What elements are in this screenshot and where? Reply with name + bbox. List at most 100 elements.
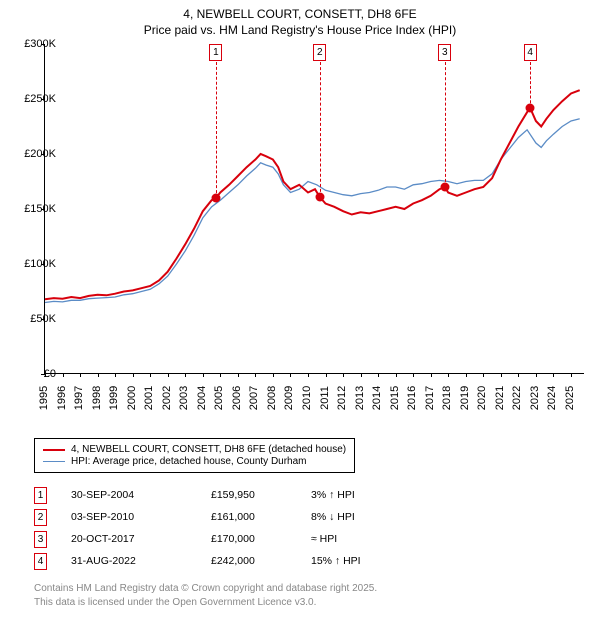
legend-box: 4, NEWBELL COURT, CONSETT, DH8 6FE (deta… (34, 438, 355, 473)
x-tick-label: 2007 (248, 383, 260, 413)
legend-swatch-property (43, 449, 65, 451)
legend-swatch-hpi (43, 461, 65, 462)
x-tick (255, 373, 256, 377)
x-tick (290, 373, 291, 377)
transaction-row-marker: 1 (34, 487, 47, 504)
x-tick-label: 1998 (91, 383, 103, 413)
transaction-row-price: £170,000 (211, 533, 311, 545)
x-tick-label: 1995 (38, 383, 50, 413)
transactions-table: 1 30-SEP-2004£159,9503% ↑ HPI 2 03-SEP-2010… (34, 484, 431, 572)
x-tick-label: 1996 (56, 383, 68, 413)
x-tick-label: 2009 (283, 383, 295, 413)
y-tick-label: £150K (24, 203, 56, 215)
x-tick-label: 2004 (196, 383, 208, 413)
x-tick-label: 2024 (546, 383, 558, 413)
transaction-row-date: 31-AUG-2022 (71, 555, 211, 567)
x-tick (361, 373, 362, 377)
legend-label-property: 4, NEWBELL COURT, CONSETT, DH8 6FE (deta… (71, 444, 346, 455)
x-tick-label: 2008 (266, 383, 278, 413)
transaction-row: 1 30-SEP-2004£159,9503% ↑ HPI (34, 484, 431, 506)
x-tick (80, 373, 81, 377)
x-tick-label: 2018 (441, 383, 453, 413)
transaction-row-marker: 3 (34, 531, 47, 548)
transaction-row-price: £161,000 (211, 511, 311, 523)
x-tick (431, 373, 432, 377)
x-tick (396, 373, 397, 377)
transaction-row-marker: 2 (34, 509, 47, 526)
x-tick-label: 2019 (459, 383, 471, 413)
x-tick-label: 2001 (143, 383, 155, 413)
x-tick-label: 2016 (406, 383, 418, 413)
plot-area: 1 2 3 4 (44, 44, 584, 374)
x-tick (483, 373, 484, 377)
x-tick (343, 373, 344, 377)
transaction-row-date: 03-SEP-2010 (71, 511, 211, 523)
x-tick-label: 2015 (389, 383, 401, 413)
x-tick (168, 373, 169, 377)
x-tick-label: 2014 (371, 383, 383, 413)
x-tick (308, 373, 309, 377)
transaction-guideline (530, 62, 531, 108)
x-tick (185, 373, 186, 377)
x-tick-label: 2012 (336, 383, 348, 413)
transaction-guideline (216, 62, 217, 198)
transaction-row: 431-AUG-2022£242,00015% ↑ HPI (34, 550, 431, 572)
transaction-row-price: £159,950 (211, 489, 311, 501)
x-tick-label: 2002 (161, 383, 173, 413)
x-tick-label: 2006 (231, 383, 243, 413)
transaction-row-diff: ≈ HPI (311, 533, 431, 545)
x-tick (536, 373, 537, 377)
x-tick (466, 373, 467, 377)
x-tick-label: 1997 (73, 383, 85, 413)
chart-container: 4, NEWBELL COURT, CONSETT, DH8 6FE Price… (0, 0, 600, 620)
x-tick-label: 2011 (319, 383, 331, 413)
x-tick-label: 1999 (108, 383, 120, 413)
x-tick-label: 2025 (564, 383, 576, 413)
y-tick-label: £0 (44, 368, 56, 380)
legend-row-property: 4, NEWBELL COURT, CONSETT, DH8 6FE (deta… (43, 444, 346, 455)
title-block: 4, NEWBELL COURT, CONSETT, DH8 6FE Price… (0, 0, 600, 38)
transaction-row: 2 03-SEP-2010£161,0008% ↓ HPI (34, 506, 431, 528)
transaction-row-marker: 4 (34, 553, 47, 570)
transaction-row-diff: 8% ↓ HPI (311, 511, 431, 523)
transaction-guideline (320, 62, 321, 197)
transaction-marker-box: 4 (524, 44, 537, 61)
transaction-guideline (445, 62, 446, 187)
transaction-row-diff: 3% ↑ HPI (311, 489, 431, 501)
transaction-row: 3 20-OCT-2017£170,000≈ HPI (34, 528, 431, 550)
footer-attribution: Contains HM Land Registry data © Crown c… (34, 582, 377, 609)
x-tick-label: 2010 (301, 383, 313, 413)
y-tick-label: £300K (24, 38, 56, 50)
transaction-row-date: 30-SEP-2004 (71, 489, 211, 501)
transaction-marker-box: 3 (438, 44, 451, 61)
x-tick (501, 373, 502, 377)
x-tick-label: 2023 (529, 383, 541, 413)
x-tick (115, 373, 116, 377)
x-tick-label: 2005 (213, 383, 225, 413)
y-tick-label: £250K (24, 93, 56, 105)
legend-label-hpi: HPI: Average price, detached house, Coun… (71, 456, 307, 467)
x-tick (220, 373, 221, 377)
legend-row-hpi: HPI: Average price, detached house, Coun… (43, 456, 346, 467)
footer-line1: Contains HM Land Registry data © Crown c… (34, 582, 377, 596)
x-tick (238, 373, 239, 377)
transaction-dot (440, 183, 449, 192)
x-tick (98, 373, 99, 377)
x-tick-label: 2013 (354, 383, 366, 413)
x-tick (378, 373, 379, 377)
x-tick-label: 2017 (424, 383, 436, 413)
title-subtitle: Price paid vs. HM Land Registry's House … (0, 22, 600, 38)
transaction-row-price: £242,000 (211, 555, 311, 567)
x-tick (553, 373, 554, 377)
x-tick-label: 2003 (178, 383, 190, 413)
transaction-marker-box: 1 (209, 44, 222, 61)
transaction-row-date: 20-OCT-2017 (71, 533, 211, 545)
x-tick (571, 373, 572, 377)
series-line-property (45, 90, 580, 299)
footer-line2: This data is licensed under the Open Gov… (34, 596, 377, 610)
x-tick (413, 373, 414, 377)
transaction-marker-box: 2 (313, 44, 326, 61)
x-tick (518, 373, 519, 377)
x-tick (326, 373, 327, 377)
y-tick-label: £100K (24, 258, 56, 270)
